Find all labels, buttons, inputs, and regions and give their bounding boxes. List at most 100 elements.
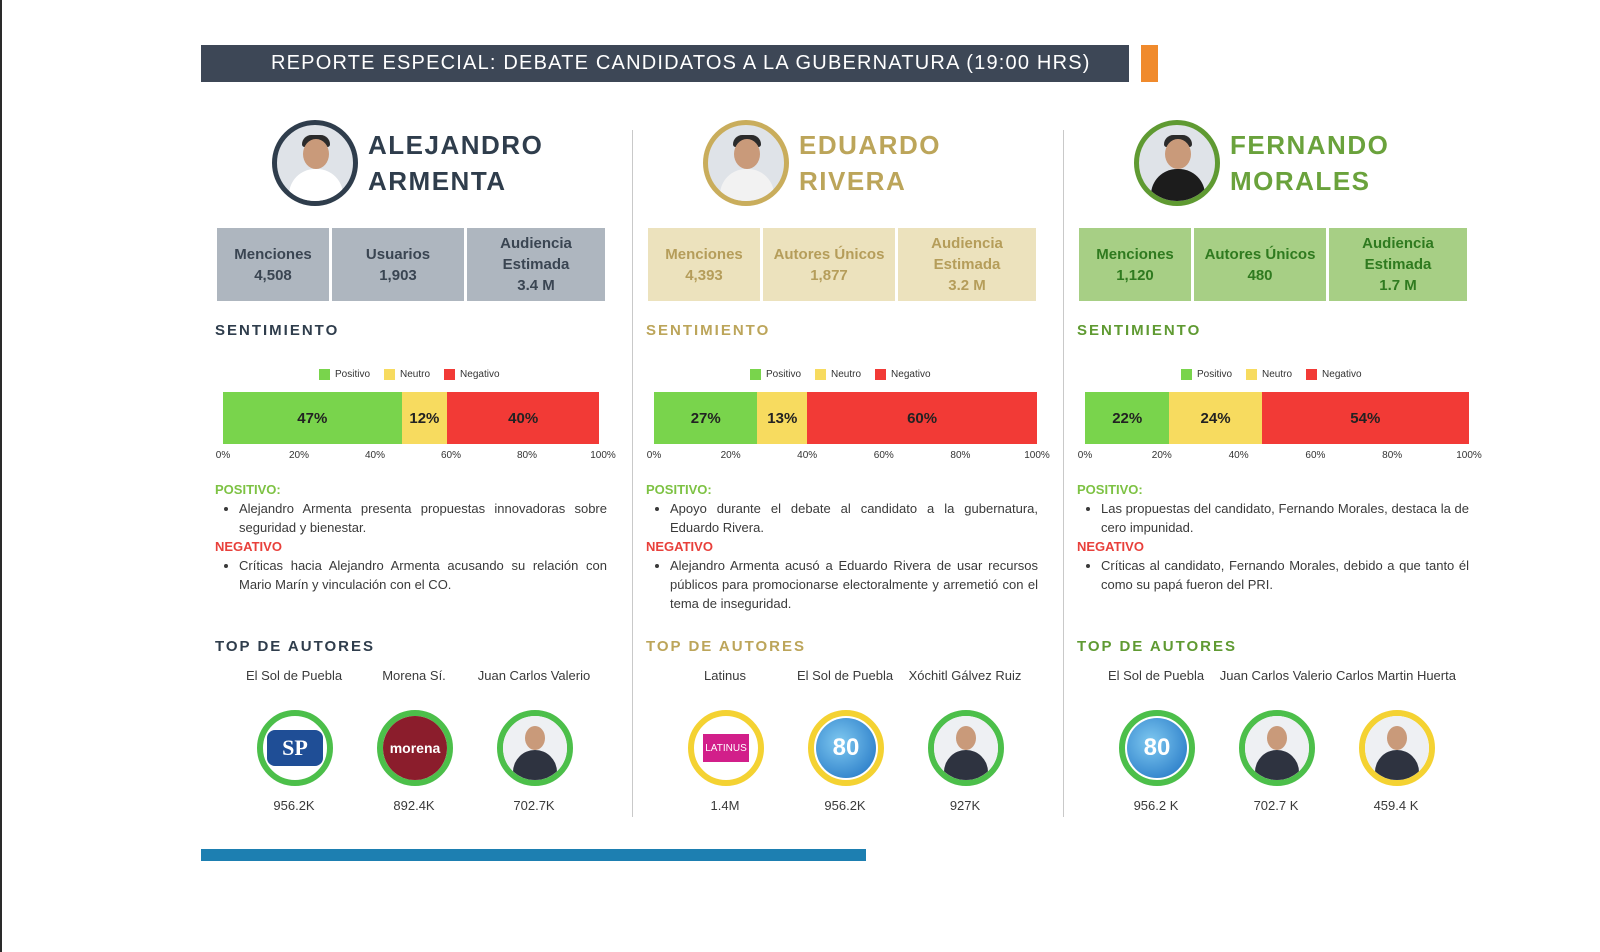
stats-row: Menciones 1,120 Autores Únicos 480 Audiencia… [1079,228,1467,301]
candidate-name: EDUARDO RIVERA [799,127,941,199]
sentiment-segment-positive: 22% [1085,392,1170,444]
legend-label-neutral: Neutro [400,369,431,380]
axis-tick-label: 100% [1024,450,1050,461]
sentiment-notes: POSITIVO: Alejandro Armenta presenta prop… [215,480,607,594]
legend-swatch-positive [750,369,761,380]
stats-row: Menciones 4,393 Autores Únicos 1,877 Audienc… [648,228,1036,301]
author-count: 702.7 K [1253,798,1299,813]
sol-de-puebla-logo: SP [257,710,333,786]
stat-label: Audiencia [500,235,572,252]
candidate-header: FERNANDO MORALES [1134,120,1389,206]
author-name: Carlos Martin Huerta [1336,668,1456,683]
legend-label-neutral: Neutro [1262,369,1293,380]
stat-box: Audiencia Estimada 1.7 M [1329,228,1467,301]
author-card: El Sol de Puebla 80 956.2 K [1096,666,1216,813]
author-name: Latinus [704,668,746,683]
axis-tick-label: 20% [288,450,310,461]
stat-box: Autores Únicos 1,877 [763,228,895,301]
legend-swatch-negative [875,369,887,380]
author-name: El Sol de Puebla [796,668,894,683]
sentiment-notes: POSITIVO: Las propuestas del candidato, F… [1077,480,1469,594]
author-name: Juan Carlos Valerio [1219,668,1333,683]
sol-de-puebla-80-logo: 80 [808,710,884,786]
positive-item: Alejandro Armenta presenta propuestas in… [239,499,607,537]
legend-swatch-positive [1181,369,1192,380]
positive-label: POSITIVO: [1077,482,1143,497]
author-card: Carlos Martin Huerta 459.4 K [1336,666,1456,813]
legend-label-neutral: Neutro [831,369,862,380]
legend-swatch-neutral [815,369,827,380]
sentiment-legend: Positivo Neutro Negativo [1181,369,1362,380]
stat-box: Audiencia Estimada 3.4 M [467,228,605,301]
morena-logo: morena [377,710,453,786]
author-count: 956.2K [273,798,315,813]
author-count: 927K [949,798,981,813]
candidate-photo [272,120,358,206]
legend-item-neutral: Neutro [1246,369,1292,380]
axis-tick-label: 0% [215,450,231,461]
positive-list: Alejandro Armenta presenta propuestas in… [215,499,607,537]
author-card: Morena Sí. morena 892.4K [354,666,474,813]
stat-box: Autores Únicos 480 [1194,228,1326,301]
sentiment-title: SENTIMIENTO [1077,322,1202,339]
candidate-header: EDUARDO RIVERA [703,120,941,206]
footer-bar [201,849,866,861]
sentiment-axis: 0% 20% 40% 60% 80% 100% [647,450,1050,464]
axis-tick-label: 60% [440,450,462,461]
stat-label: Estimada [1364,256,1432,273]
candidate-name-first: EDUARDO [799,130,941,160]
author-name: Morena Sí. [382,668,446,683]
person-avatar [928,710,1004,786]
candidate-column: EDUARDO RIVERA Menciones 4,393 Autores Único… [630,110,1050,830]
author-name: Xóchitl Gálvez Ruiz [908,668,1022,683]
stat-value: 3.2 M [948,277,986,294]
stat-value: 1,120 [1116,266,1154,284]
candidate-name-last: ARMENTA [368,166,507,196]
banner-accent [1141,45,1158,82]
stat-box: Menciones 4,393 [648,228,760,301]
candidate-column: ALEJANDRO ARMENTA Menciones 4,508 Usuarios 1,… [199,110,616,830]
sentiment-segment-negative: 60% [807,392,1037,444]
legend-label-negative: Negativo [460,369,500,380]
banner-title: REPORTE ESPECIAL: DEBATE CANDIDATOS A LA… [271,52,1091,74]
axis-tick-label: 80% [516,450,538,461]
column-divider [1063,130,1064,817]
author-card: Latinus LATINUS 1.4M [665,666,785,813]
candidate-name-first: FERNANDO [1230,130,1390,160]
candidate-header: ALEJANDRO ARMENTA [272,120,543,206]
negative-item: Críticas al candidato, Fernando Morales,… [1101,556,1469,594]
person-avatar [1359,710,1435,786]
legend-swatch-negative [444,369,456,380]
sentiment-title: SENTIMIENTO [215,322,340,339]
candidate-name-first: ALEJANDRO [368,130,544,160]
author-name: El Sol de Puebla [1107,668,1205,683]
legend-label-negative: Negativo [891,369,931,380]
legend-label-negative: Negativo [1322,369,1362,380]
candidate-name-last: RIVERA [799,166,907,196]
author-card: El Sol de Puebla SP 956.2K [234,666,354,813]
positive-list: Apoyo durante el debate al candidato a l… [646,499,1038,537]
negative-list: Alejandro Armenta acusó a Eduardo Rivera… [646,556,1038,613]
sentiment-segment-neutral: 12% [401,392,448,444]
negative-label: NEGATIVO [1077,539,1144,554]
sentiment-axis: 0% 20% 40% 60% 80% 100% [216,450,616,464]
legend-item-positive: Positivo [750,369,801,380]
author-count: 702.7K [513,798,555,813]
axis-tick-label: 40% [1228,450,1249,461]
sentiment-segment-negative: 54% [1261,392,1469,444]
top-authors-title: TOP DE AUTORES [646,638,806,655]
axis-tick-label: 80% [1382,450,1403,461]
author-name: El Sol de Puebla [245,668,343,683]
sentiment-title: SENTIMIENTO [646,322,771,339]
sentiment-bar: 22% 24% 54% [1085,392,1469,444]
sentiment-axis: 0% 20% 40% 60% 80% 100% [1078,450,1482,464]
negative-label: NEGATIVO [215,539,282,554]
sentiment-bar: 27% 13% 60% [654,392,1037,444]
axis-tick-label: 60% [873,450,894,461]
legend-label-positive: Positivo [766,369,802,380]
candidate-column: FERNANDO MORALES Menciones 1,120 Autores Úni… [1061,110,1482,830]
stat-value: 1.7 M [1379,277,1417,294]
legend-item-neutral: Neutro [815,369,861,380]
legend-item-negative: Negativo [1306,369,1362,380]
stat-box: Menciones 1,120 [1079,228,1191,301]
